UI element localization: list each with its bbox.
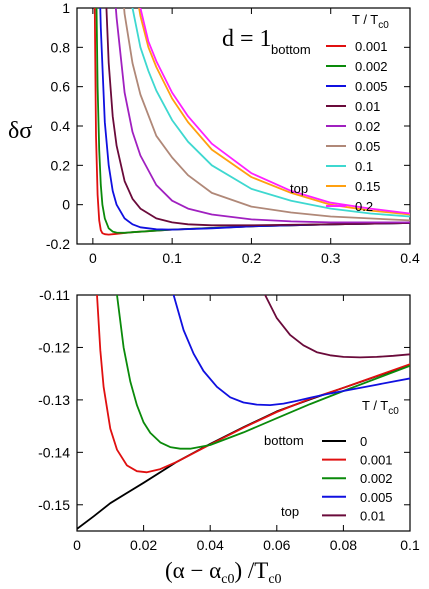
bottom-ticks: 0 0.02 0.04 0.06 0.08 0.1 -0.15 -0.14 -0.13 -0.12…: [38, 287, 420, 553]
top-panel: 0 0.1 0.2 0.3 0.4 -0.2 0 0.2 0.4 0.6 0.8 1 d = 1 δσ…: [8, 0, 420, 266]
x-tick-label: 0.4: [400, 250, 420, 266]
bottom-plot-frame: [76, 294, 411, 532]
legend-label: 0.005: [360, 490, 393, 505]
legend-label: 0.005: [355, 79, 388, 94]
series-line-0.02: [114, 8, 410, 224]
y-tick-label: 0.4: [51, 118, 71, 134]
y-tick-label: 1: [62, 0, 70, 16]
bottom-panel: 0 0.02 0.04 0.06 0.08 0.1 -0.15 -0.14 -0.13 -0.12…: [38, 287, 420, 587]
y-tick-label: 0.6: [51, 79, 71, 95]
series-line-0.005: [172, 295, 410, 407]
x-tick-label: 0: [89, 250, 97, 266]
legend-label: 0.002: [360, 471, 393, 486]
y-tick-label: -0.13: [38, 392, 70, 408]
top-series-lines: [93, 8, 410, 236]
bottom-legend-top-marker: top: [281, 504, 299, 519]
y-tick-label: 0: [62, 197, 70, 213]
x-tick-label: 0.04: [197, 537, 224, 553]
top-ticks: 0 0.1 0.2 0.3 0.4 -0.2 0 0.2 0.4 0.6 0.8 1: [46, 0, 420, 266]
y-tick-label: -0.12: [38, 339, 70, 355]
series-line-0.001: [96, 295, 410, 474]
series-line-0.1: [131, 8, 410, 218]
y-tick-label: -0.2: [46, 236, 70, 252]
top-legend-items: 0.001 0.002 0.005 0.01 0.02 0.05 0.1 0.15 0.2: [326, 39, 388, 214]
bottom-legend-title: T / Tc0: [362, 398, 399, 417]
top-legend-bottom-marker: bottom: [271, 42, 311, 57]
y-tick-label: -0.11: [39, 287, 70, 303]
y-tick-label: 0.8: [51, 39, 71, 55]
legend-label: 0.2: [355, 199, 373, 214]
legend-label: 0.001: [355, 39, 388, 54]
top-legend-title: T / Tc0: [352, 12, 389, 31]
x-tick-label: 0.08: [330, 537, 357, 553]
series-line-0.2: [139, 8, 410, 215]
top-legend-top-marker: top: [290, 181, 308, 196]
legend-label: 0.01: [360, 508, 385, 523]
legend-label: 0.002: [355, 59, 388, 74]
bottom-legend: T / Tc0 0 0.001 0.002 0.005 0.01 bottom top: [264, 398, 399, 523]
x-tick-label: 0.1: [162, 250, 182, 266]
series-line-0.01: [105, 8, 410, 227]
legend-label: 0.02: [355, 119, 380, 134]
series-line-0.005: [99, 8, 410, 231]
series-line-0.002: [116, 295, 410, 450]
series-line-0.05: [123, 8, 410, 222]
legend-label: 0: [360, 434, 367, 449]
legend-label: 0.15: [355, 179, 380, 194]
series-line-0.01: [264, 295, 410, 359]
y-tick-label: -0.14: [38, 444, 70, 460]
x-tick-label: 0: [73, 537, 81, 553]
bottom-legend-items: 0 0.001 0.002 0.005 0.01: [322, 434, 393, 523]
bottom-legend-bottom-marker: bottom: [264, 433, 304, 448]
top-legend: T / Tc0 0.0010.0020.0050.010.020.050.10.…: [271, 12, 389, 214]
y-tick-label: 0.2: [51, 157, 71, 173]
legend-label: 0.01: [355, 99, 380, 114]
x-tick-label: 0.06: [263, 537, 290, 553]
top-annotation: d = 1: [222, 26, 272, 52]
x-tick-label: 0.02: [130, 537, 157, 553]
x-tick-label: 0.3: [321, 250, 341, 266]
bottom-xlabel: (α − αc0) /Tc0: [165, 558, 282, 587]
top-ylabel: δσ: [8, 118, 32, 144]
x-tick-label: 0.1: [400, 537, 420, 553]
legend-label: 0.05: [355, 139, 380, 154]
legend-label: 0.1: [355, 159, 373, 174]
legend-label: 0.001: [360, 453, 393, 468]
bottom-series-lines: [77, 295, 410, 530]
y-tick-label: -0.15: [38, 497, 70, 513]
x-tick-label: 0.2: [242, 250, 262, 266]
